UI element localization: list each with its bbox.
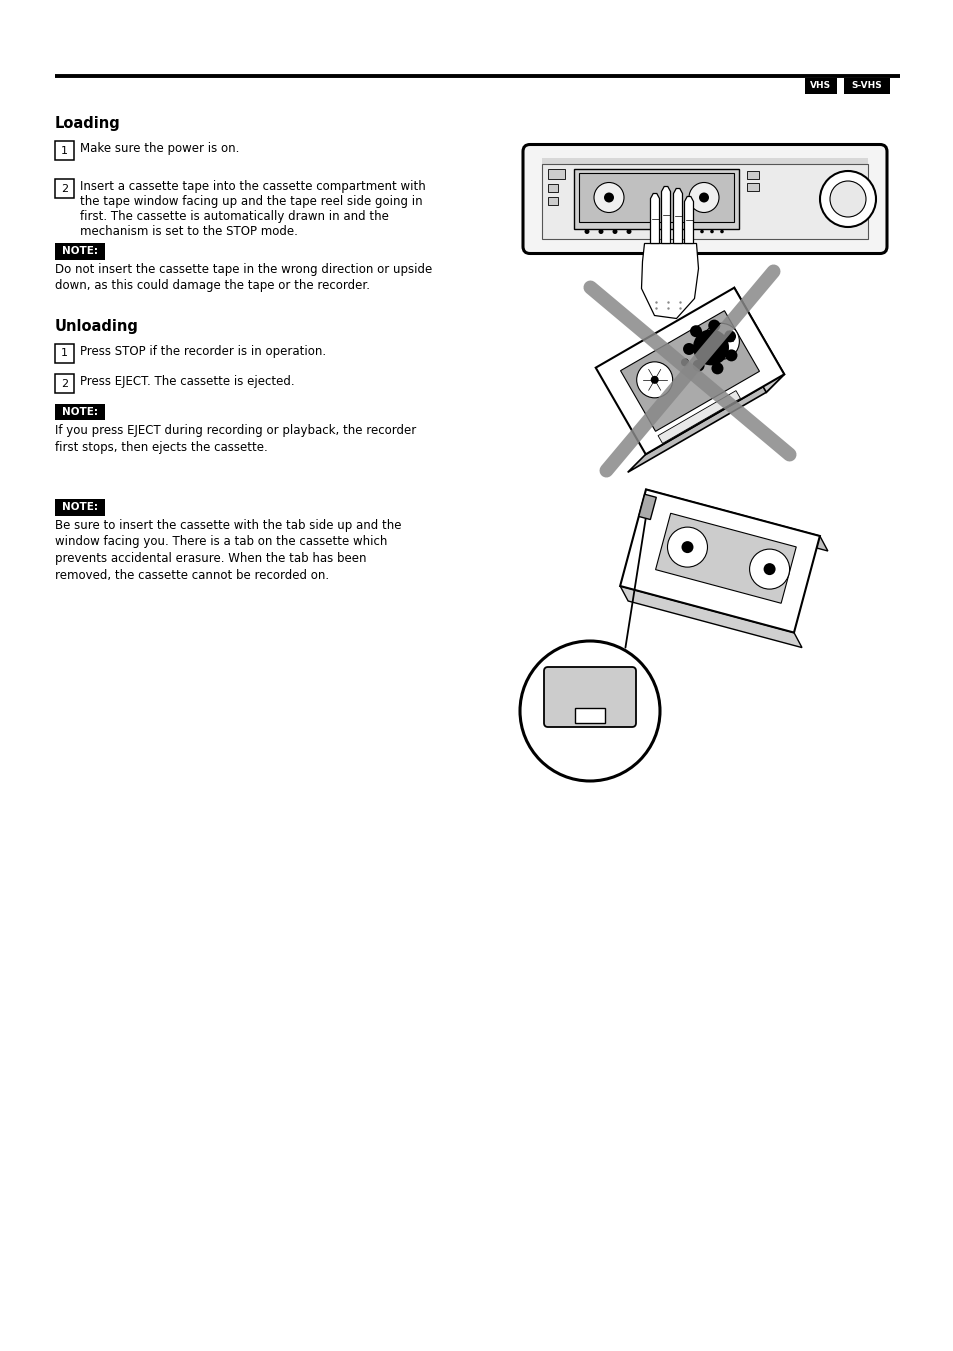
Circle shape: [692, 359, 704, 372]
Polygon shape: [650, 193, 659, 243]
Circle shape: [519, 640, 659, 781]
Bar: [746, 170, 759, 178]
Polygon shape: [660, 186, 670, 243]
Circle shape: [709, 230, 713, 234]
Circle shape: [603, 192, 614, 203]
Circle shape: [702, 323, 739, 359]
Bar: [55, 141, 74, 159]
Circle shape: [688, 182, 719, 212]
Text: Press EJECT. The cassette is ejected.: Press EJECT. The cassette is ejected.: [80, 376, 294, 388]
Bar: [55, 243, 105, 259]
Text: S-VHS: S-VHS: [851, 81, 882, 91]
Polygon shape: [655, 513, 796, 604]
Bar: [55, 499, 105, 516]
Bar: [55, 404, 105, 420]
Circle shape: [829, 181, 865, 218]
Circle shape: [667, 527, 707, 567]
Circle shape: [626, 230, 631, 234]
Circle shape: [723, 331, 736, 342]
Bar: [575, 708, 604, 723]
Circle shape: [680, 358, 688, 366]
Bar: [55, 178, 74, 199]
Bar: [55, 374, 74, 393]
Circle shape: [636, 362, 672, 397]
Text: VHS: VHS: [810, 81, 831, 91]
Bar: [547, 197, 558, 204]
Circle shape: [655, 307, 657, 309]
Polygon shape: [595, 288, 783, 454]
Polygon shape: [658, 390, 740, 443]
Text: NOTE:: NOTE:: [62, 503, 98, 512]
Text: Do not insert the cassette tape in the wrong direction or upside
down, as this c: Do not insert the cassette tape in the w…: [55, 263, 432, 293]
Text: Make sure the power is on.: Make sure the power is on.: [80, 142, 239, 155]
Text: 1: 1: [61, 146, 68, 155]
Text: 2: 2: [61, 184, 68, 193]
Circle shape: [689, 230, 693, 234]
Circle shape: [679, 301, 681, 304]
FancyBboxPatch shape: [522, 145, 886, 254]
Circle shape: [720, 230, 723, 234]
Circle shape: [820, 172, 875, 227]
Polygon shape: [716, 288, 783, 392]
Bar: [804, 77, 836, 95]
Circle shape: [598, 230, 603, 234]
Circle shape: [724, 350, 737, 361]
Text: Loading: Loading: [55, 116, 121, 131]
Bar: [578, 173, 733, 222]
Circle shape: [717, 338, 724, 346]
Circle shape: [749, 549, 789, 589]
Circle shape: [584, 230, 589, 234]
Polygon shape: [619, 311, 759, 431]
Bar: [746, 182, 759, 190]
Text: 1: 1: [61, 349, 68, 358]
Text: NOTE:: NOTE:: [62, 407, 98, 417]
Bar: [55, 345, 74, 363]
Bar: [541, 163, 867, 239]
Polygon shape: [639, 494, 656, 520]
Bar: [547, 169, 564, 178]
Text: NOTE:: NOTE:: [62, 246, 98, 257]
Circle shape: [692, 330, 728, 365]
Polygon shape: [619, 586, 801, 647]
Circle shape: [594, 182, 623, 212]
Circle shape: [655, 301, 657, 304]
Circle shape: [666, 307, 669, 309]
Polygon shape: [627, 374, 783, 473]
FancyBboxPatch shape: [543, 667, 636, 727]
Circle shape: [680, 542, 693, 553]
Circle shape: [679, 307, 681, 309]
Text: Unloading: Unloading: [55, 319, 139, 334]
Circle shape: [682, 343, 695, 355]
Text: If you press EJECT during recording or playback, the recorder
first stops, then : If you press EJECT during recording or p…: [55, 424, 416, 454]
Bar: [843, 77, 889, 95]
Text: 2: 2: [61, 378, 68, 389]
Circle shape: [711, 362, 722, 374]
Text: Press STOP if the recorder is in operation.: Press STOP if the recorder is in operati…: [80, 345, 326, 358]
Bar: [541, 158, 867, 169]
Circle shape: [707, 320, 720, 331]
Bar: [574, 169, 739, 228]
Circle shape: [650, 376, 658, 384]
Circle shape: [700, 230, 703, 234]
Polygon shape: [619, 489, 819, 632]
Polygon shape: [640, 243, 698, 319]
Circle shape: [689, 326, 701, 338]
Text: Insert a cassette tape into the cassette compartment with
the tape window facing: Insert a cassette tape into the cassette…: [80, 180, 425, 238]
Polygon shape: [645, 489, 827, 551]
Circle shape: [762, 563, 775, 576]
Circle shape: [699, 192, 708, 203]
Polygon shape: [673, 189, 681, 243]
Polygon shape: [684, 196, 693, 243]
Bar: [547, 185, 558, 192]
Circle shape: [666, 301, 669, 304]
Circle shape: [612, 230, 617, 234]
Text: Be sure to insert the cassette with the tab side up and the
window facing you. T: Be sure to insert the cassette with the …: [55, 519, 401, 581]
